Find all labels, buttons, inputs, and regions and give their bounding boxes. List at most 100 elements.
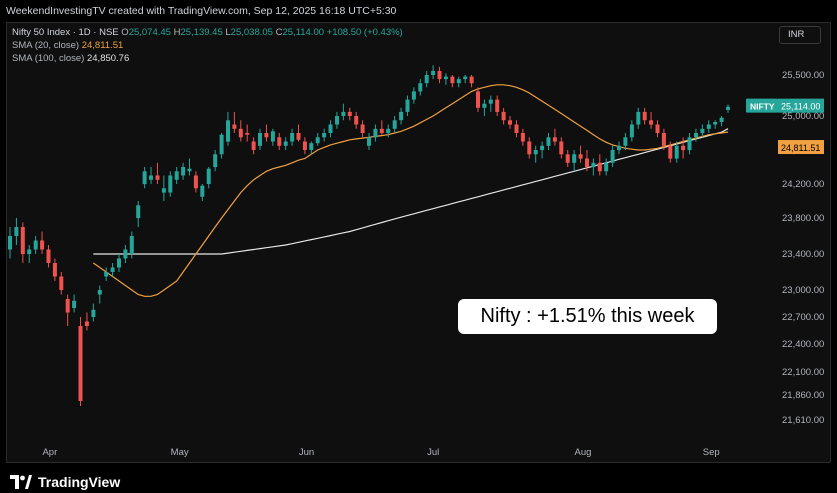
candle-body: [296, 133, 301, 140]
y-tick-label: 23,000.00: [782, 285, 824, 296]
candle-body: [514, 124, 519, 133]
sma20-tag-text: 24,811.51: [781, 143, 820, 153]
candle-body: [687, 137, 692, 151]
y-tick-label: 22,100.00: [782, 367, 824, 378]
x-tick-label: Aug: [575, 447, 592, 458]
chart-legend: Nifty 50 Index · 1D · NSE O25,074.45 H25…: [12, 26, 403, 65]
last-price-tag-bg: [778, 98, 824, 113]
candle-body: [411, 91, 416, 100]
candle-body: [373, 128, 378, 138]
candle-body: [719, 117, 724, 122]
candle-body: [46, 249, 51, 263]
brand-name: TradingView: [38, 474, 121, 490]
candle-body: [232, 124, 237, 129]
sma20-label: SMA (20, close): [12, 40, 80, 51]
candle-body: [72, 300, 77, 308]
attribution-text: WeekendInvestingTV created with TradingV…: [6, 5, 397, 17]
candle-body: [399, 111, 404, 121]
candle-body: [20, 227, 25, 254]
candle-body: [642, 111, 647, 121]
candle-body: [117, 258, 121, 268]
candle-body: [123, 249, 128, 259]
candle-body: [270, 131, 275, 142]
candle-body: [341, 111, 346, 116]
candle-body: [27, 249, 32, 254]
candle-body: [559, 141, 564, 155]
candle-body: [52, 263, 57, 277]
x-tick-label: May: [171, 447, 189, 458]
candle-body: [142, 171, 147, 185]
candle-body: [129, 236, 134, 254]
high-label: H: [173, 27, 181, 38]
candle-body: [309, 143, 314, 150]
candle-body: [181, 167, 186, 176]
close-label: C: [275, 27, 283, 38]
x-tick-label: Apr: [42, 447, 57, 458]
candle-body: [104, 272, 109, 277]
candle-body: [476, 91, 480, 108]
symbol-tag-text: NIFTY: [750, 102, 775, 112]
sma20-value: 24,811.51: [81, 40, 124, 51]
y-tick-label: 25,000.00: [782, 111, 824, 122]
candle-body: [33, 240, 38, 250]
candle-body: [508, 120, 512, 125]
candle-body: [219, 134, 224, 155]
y-tick-label: 23,800.00: [782, 213, 824, 224]
candle-body: [97, 290, 102, 295]
sma20-row[interactable]: SMA (20, close) 24,811.51: [12, 39, 403, 52]
sma100-row[interactable]: SMA (100, close) 24,850.76: [12, 52, 403, 65]
candle-body: [367, 137, 371, 146]
candle-body: [546, 137, 551, 146]
candle-body: [40, 240, 45, 250]
candle-body: [572, 154, 577, 163]
candle-body: [437, 70, 442, 80]
low-value: 25,038.05: [230, 27, 273, 38]
candle-body: [443, 76, 448, 80]
candle-body: [200, 185, 205, 197]
candle-body: [8, 236, 12, 250]
candle-body: [283, 141, 288, 146]
candle-body: [501, 111, 506, 121]
candle-body: [617, 145, 621, 151]
candle-body: [655, 124, 660, 133]
candle-body: [347, 111, 352, 116]
candle-body: [661, 133, 666, 146]
candle-body: [78, 326, 83, 401]
candle-body: [136, 205, 141, 219]
candle-body: [629, 124, 634, 138]
candle-body: [84, 321, 89, 326]
x-tick-label: Jul: [427, 447, 439, 458]
y-tick-label: 21,860.00: [782, 390, 824, 401]
candle-body: [706, 124, 711, 129]
candle-body: [354, 116, 359, 125]
y-tick-label: 24,200.00: [782, 179, 824, 190]
candle-body: [155, 175, 160, 180]
y-tick-label: 23,400.00: [782, 249, 824, 260]
candle-body: [290, 133, 295, 142]
candle-body: [149, 175, 153, 180]
candle-body: [495, 99, 500, 112]
candle-body: [379, 128, 384, 134]
candle-body: [456, 79, 461, 84]
candle-body: [540, 145, 545, 151]
candle-body: [91, 309, 96, 317]
candle-body: [726, 106, 730, 110]
candle-body: [418, 83, 423, 92]
candle-body: [694, 133, 698, 138]
candle-body: [206, 168, 211, 184]
candle-body: [302, 141, 307, 150]
candle-body: [700, 128, 705, 134]
candle-body: [360, 124, 365, 133]
symbol-label: Nifty 50 Index · 1D · NSE: [12, 27, 119, 38]
candle-body: [193, 175, 198, 189]
sma20-line: [92, 84, 729, 297]
x-tick-label: Sep: [703, 447, 720, 458]
sma20-tag-bg: [778, 140, 824, 155]
y-tick-label: 25,500.00: [782, 70, 824, 81]
y-tick-label: 22,700.00: [782, 312, 824, 323]
candle-body: [258, 133, 262, 146]
currency-button[interactable]: INR: [779, 26, 821, 44]
candle-body: [469, 76, 474, 84]
candle-body: [392, 120, 397, 129]
